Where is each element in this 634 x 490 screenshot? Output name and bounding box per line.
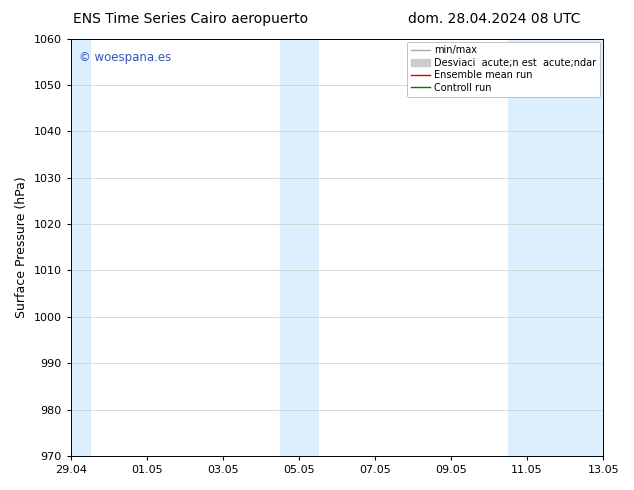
Text: dom. 28.04.2024 08 UTC: dom. 28.04.2024 08 UTC — [408, 12, 581, 26]
Bar — [508, 39, 603, 456]
Legend: min/max, Desviaci  acute;n est  acute;ndar, Ensemble mean run, Controll run: min/max, Desviaci acute;n est acute;ndar… — [407, 42, 600, 97]
Y-axis label: Surface Pressure (hPa): Surface Pressure (hPa) — [15, 176, 28, 318]
Bar — [71, 39, 90, 456]
Text: ENS Time Series Cairo aeropuerto: ENS Time Series Cairo aeropuerto — [73, 12, 307, 26]
Bar — [280, 39, 318, 456]
Text: © woespana.es: © woespana.es — [79, 51, 171, 64]
